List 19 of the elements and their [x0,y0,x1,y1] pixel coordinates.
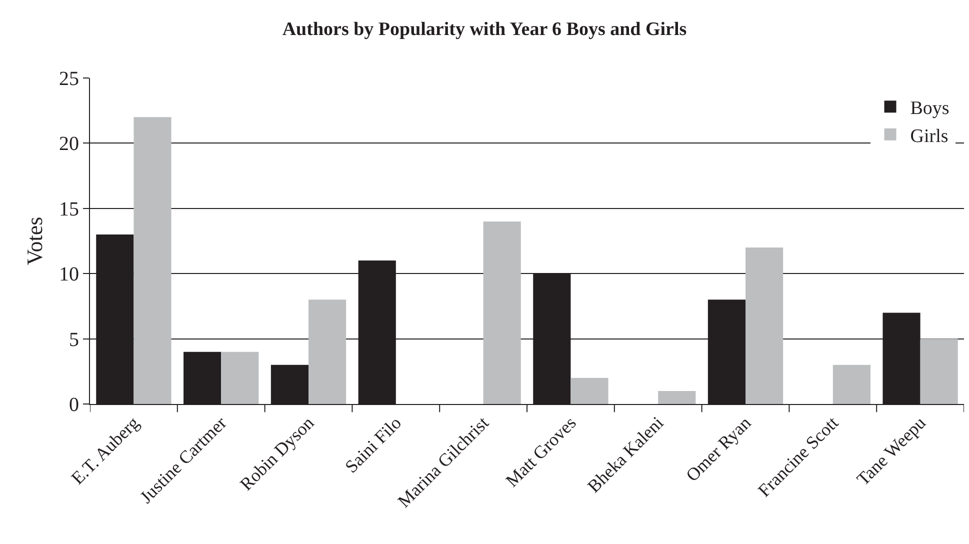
bar [570,378,608,404]
y-tick-label: 20 [59,133,79,156]
bar [832,364,870,404]
bar [746,248,784,404]
bar [920,338,958,404]
legend-label: Boys [910,98,950,120]
y-tick-label: 10 [59,264,79,286]
bar [308,300,346,404]
y-tick-label: 25 [59,68,79,90]
bar [221,352,259,404]
bar [134,117,172,404]
bar [483,221,521,404]
chart-title: Authors by Popularity with Year 6 Boys and Girls [282,19,687,40]
y-tick-label: 15 [59,198,79,220]
legend-label: Girls [910,126,948,147]
y-tick-label: 5 [69,328,79,351]
y-axis-title: Votes [22,216,47,266]
bar [658,390,696,404]
y-tick-label: 0 [69,394,79,416]
